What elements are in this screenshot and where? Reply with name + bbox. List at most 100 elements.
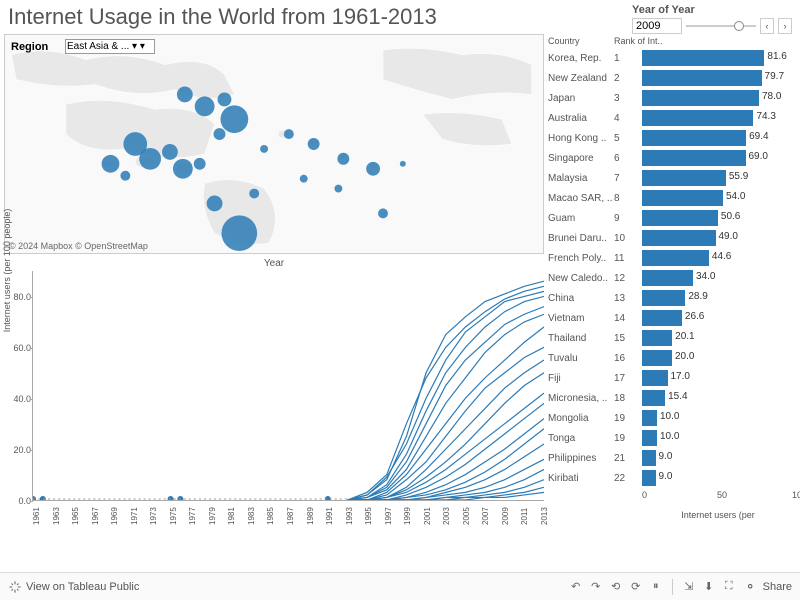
table-row[interactable]: New Caledo..12 34.0 <box>548 268 794 288</box>
td-country: Philippines <box>548 453 614 464</box>
td-rank: 16 <box>614 353 642 364</box>
table-row[interactable]: Hong Kong ..5 69.4 <box>548 128 794 148</box>
region-select[interactable]: East Asia & ... ▾ <box>65 39 155 54</box>
table-row[interactable]: Mongolia1910.0 <box>548 408 794 428</box>
value-label: 55.9 <box>729 171 748 182</box>
value-bar <box>642 250 709 266</box>
x-tick: 1971 <box>130 507 139 525</box>
undo-icon[interactable]: ↶ <box>566 577 586 597</box>
table-row[interactable]: Thailand1520.1 <box>548 328 794 348</box>
value-label: 69.4 <box>749 131 768 142</box>
td-country: Singapore <box>548 153 614 164</box>
table-row[interactable]: Korea, Rep.181.6 <box>548 48 794 68</box>
td-country: Tonga <box>548 433 614 444</box>
table-row[interactable]: Philippines219.0 <box>548 448 794 468</box>
td-country: Hong Kong .. <box>548 133 614 144</box>
table-row[interactable]: China1328.9 <box>548 288 794 308</box>
td-rank: 19 <box>614 433 642 444</box>
x-tick: 2011 <box>520 508 529 525</box>
value-bar <box>642 410 657 426</box>
table-row[interactable]: Singapore669.0 <box>548 148 794 168</box>
td-country: Japan <box>548 93 614 104</box>
x-tick: 2005 <box>462 507 471 525</box>
td-country: Korea, Rep. <box>548 53 614 64</box>
x-tick: 1981 <box>227 507 236 525</box>
table-row[interactable]: Brunei Daru..1049.0 <box>548 228 794 248</box>
value-label: 9.0 <box>659 471 673 482</box>
value-label: 20.0 <box>675 351 694 362</box>
fullscreen-icon[interactable]: ⛶ <box>719 577 739 597</box>
x-tick: 1989 <box>306 507 315 525</box>
bar-axis-label: Internet users (per <box>642 510 794 520</box>
map-panel[interactable]: Region East Asia & ... ▾ © 2024 Mapbox ©… <box>4 34 544 254</box>
td-country: Vietnam <box>548 313 614 324</box>
refresh-icon[interactable]: ⟳ <box>626 577 646 597</box>
table-row[interactable]: Fiji1717.0 <box>548 368 794 388</box>
value-bar <box>642 330 672 346</box>
td-country: Fiji <box>548 373 614 384</box>
value-bar <box>642 270 693 286</box>
td-rank: 12 <box>614 273 642 284</box>
download-icon[interactable]: ⬇ <box>699 577 719 597</box>
value-bar <box>642 130 746 146</box>
redo-icon[interactable]: ↷ <box>586 577 606 597</box>
y-tick: 60.0 <box>9 343 31 353</box>
table-row[interactable]: Macao SAR, ..854.0 <box>548 188 794 208</box>
th-country: Country <box>548 36 614 46</box>
td-country: Micronesia, .. <box>548 393 614 404</box>
year-next-button[interactable]: › <box>778 18 792 34</box>
year-input[interactable] <box>632 18 682 34</box>
x-tick: 1969 <box>110 507 119 525</box>
table-row[interactable]: Tuvalu16 20.0 <box>548 348 794 368</box>
td-country: Tuvalu <box>548 353 614 364</box>
value-bar <box>642 90 759 106</box>
td-rank: 11 <box>614 253 642 264</box>
table-row[interactable]: Kiribati229.0 <box>548 468 794 488</box>
value-label: 10.0 <box>660 431 679 442</box>
td-country: Malaysia <box>548 173 614 184</box>
td-country: Guam <box>548 213 614 224</box>
table-row[interactable]: Australia474.3 <box>548 108 794 128</box>
td-rank: 2 <box>614 73 642 84</box>
table-row[interactable]: French Poly..1144.6 <box>548 248 794 268</box>
table-row[interactable]: Tonga19 10.0 <box>548 428 794 448</box>
value-bar <box>642 370 668 386</box>
y-tick: 80.0 <box>9 292 31 302</box>
table-row[interactable]: New Zealand279.7 <box>548 68 794 88</box>
td-country: New Caledo.. <box>548 273 614 284</box>
pause-icon[interactable]: ⏸ <box>646 577 666 597</box>
year-slider[interactable] <box>686 25 756 27</box>
year-prev-button[interactable]: ‹ <box>760 18 774 34</box>
table-row[interactable]: Malaysia755.9 <box>548 168 794 188</box>
table-row[interactable]: Micronesia, ..1815.4 <box>548 388 794 408</box>
td-rank: 4 <box>614 113 642 124</box>
td-rank: 17 <box>614 373 642 384</box>
device-icon[interactable]: ⇲ <box>679 577 699 597</box>
x-tick: 2001 <box>423 507 432 525</box>
td-rank: 3 <box>614 93 642 104</box>
ranking-table: Country Rank of Int.. Korea, Rep.181.6Ne… <box>544 34 794 534</box>
value-label: 49.0 <box>719 231 738 242</box>
value-bar <box>642 110 753 126</box>
x-tick: 2013 <box>540 507 549 525</box>
x-tick: 1975 <box>169 507 178 525</box>
year-control: Year of Year ‹ › <box>632 4 792 34</box>
line-chart: Year Internet users (per 100 people) 0.0… <box>4 254 544 534</box>
table-row[interactable]: Vietnam1426.6 <box>548 308 794 328</box>
value-label: 54.0 <box>726 191 745 202</box>
value-label: 74.3 <box>756 111 775 122</box>
revert-icon[interactable]: ⟲ <box>606 577 626 597</box>
x-tick: 1987 <box>286 507 295 525</box>
x-tick: 1985 <box>266 507 275 525</box>
table-row[interactable]: Guam950.6 <box>548 208 794 228</box>
td-rank: 14 <box>614 313 642 324</box>
x-tick: 1977 <box>188 507 197 525</box>
bar-axis-tick: 100.. <box>792 490 800 500</box>
x-tick: 1999 <box>403 507 412 525</box>
share-button[interactable]: ⚬Share <box>745 579 792 595</box>
td-country: Mongolia <box>548 413 614 424</box>
table-row[interactable]: Japan378.0 <box>548 88 794 108</box>
td-rank: 5 <box>614 133 642 144</box>
view-tableau-link[interactable]: View on Tableau Public <box>8 580 139 594</box>
value-label: 34.0 <box>696 271 715 282</box>
